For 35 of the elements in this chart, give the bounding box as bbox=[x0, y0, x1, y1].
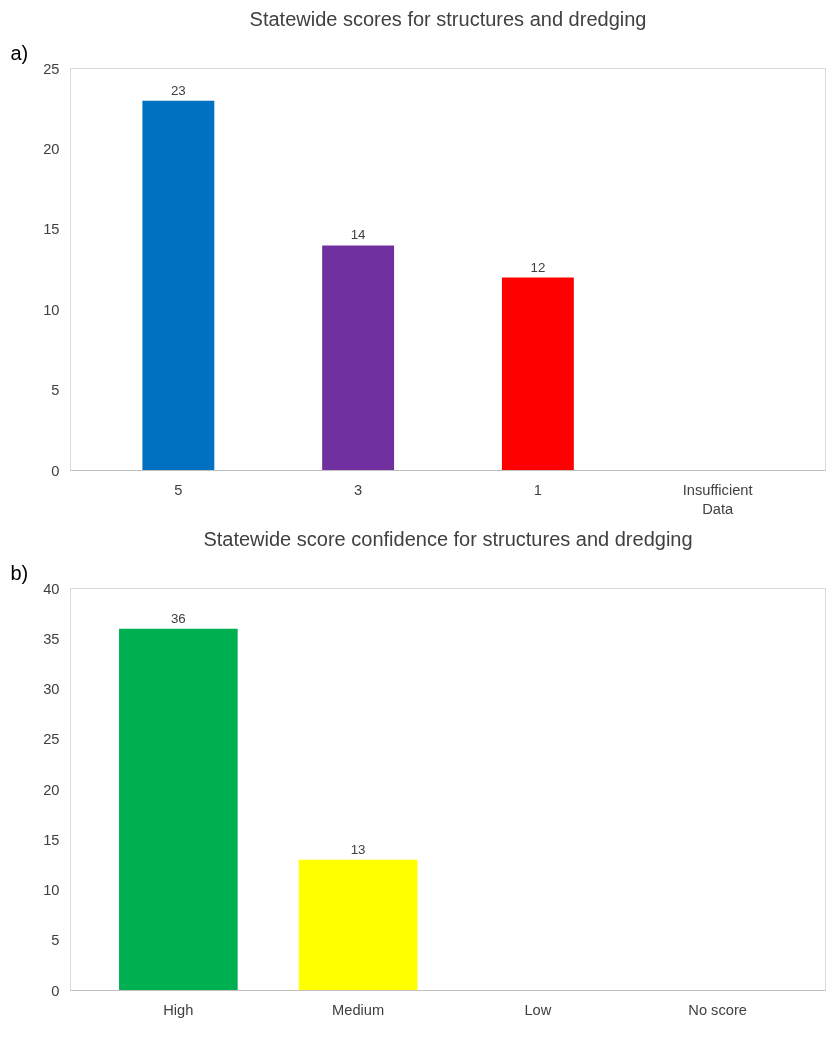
bar bbox=[501, 277, 574, 471]
x-tick-label: No score bbox=[688, 1001, 747, 1018]
y-tick-label: 30 bbox=[43, 681, 60, 697]
x-tick-label: Low bbox=[524, 1001, 552, 1018]
data-label: 23 bbox=[170, 82, 186, 98]
y-tick-label: 5 bbox=[51, 932, 60, 949]
data-label: 13 bbox=[350, 841, 366, 857]
data-label: 14 bbox=[350, 227, 367, 243]
y-tick-label: 25 bbox=[43, 60, 60, 77]
bar bbox=[322, 245, 395, 471]
y-tick-label: 10 bbox=[43, 882, 60, 898]
y-tick-label: 5 bbox=[51, 382, 60, 399]
y-tick-label: 35 bbox=[43, 630, 60, 647]
x-tick-label: 1 bbox=[533, 481, 542, 498]
data-label: 36 bbox=[170, 610, 186, 626]
x-tick-label: 3 bbox=[354, 481, 363, 498]
y-tick-label: 0 bbox=[51, 982, 60, 999]
x-tick-label: High bbox=[163, 1001, 194, 1018]
chart-title: Statewide score confidence for structures and dredging bbox=[203, 527, 693, 550]
y-tick-label: 20 bbox=[43, 140, 60, 157]
y-tick-label: 25 bbox=[43, 731, 60, 748]
data-label: 12 bbox=[530, 259, 546, 275]
y-tick-label: 15 bbox=[43, 831, 60, 848]
y-tick-label: 0 bbox=[51, 462, 60, 479]
text: b) bbox=[10, 561, 29, 584]
bar bbox=[142, 100, 215, 471]
x-tick-label: 5 bbox=[174, 481, 183, 498]
text: a) bbox=[10, 41, 29, 64]
x-tick-label: Insufficient Data bbox=[682, 481, 753, 517]
y-tick-label: 40 bbox=[43, 580, 60, 597]
x-tick-label: Medium bbox=[332, 1001, 385, 1018]
y-tick-label: 20 bbox=[43, 781, 60, 798]
y-tick-label: 15 bbox=[43, 221, 60, 238]
y-tick-label: 10 bbox=[43, 301, 60, 318]
chart-title: Statewide scores for structures and dredging bbox=[249, 7, 647, 30]
